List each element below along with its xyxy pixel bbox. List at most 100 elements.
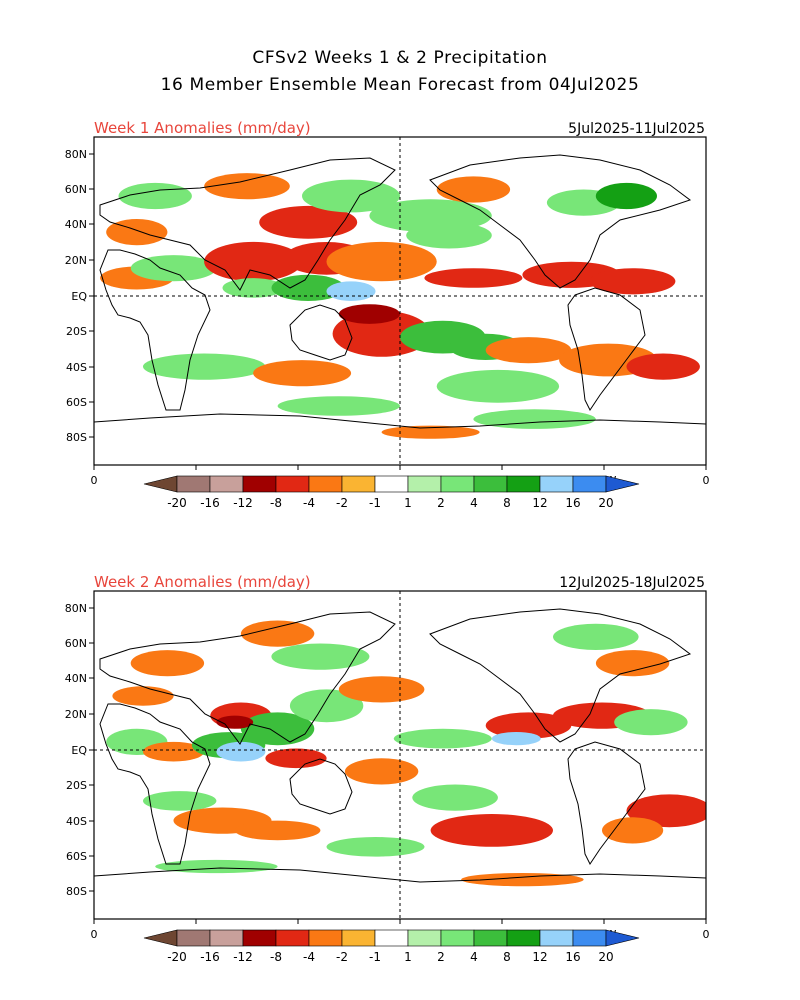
colorbar-label: -1 [369,496,381,510]
lat-tick-label: 20S [66,325,87,338]
colorbar-label: -20 [167,496,187,510]
colorbar-label: -4 [303,950,315,964]
week1-map-panel: Week 1 Anomalies (mm/day) 5Jul2025-11Jul… [65,119,710,510]
colorbar: -20 -16 -12 -8 -4 -2 -1 1 2 4 8 12 16 20 [143,475,640,510]
colorbar-segment [407,475,442,493]
anomaly-region [265,748,327,769]
colorbar-arrow-left [143,475,178,493]
lat-tick-label: 80N [65,148,87,161]
panel-dates: 5Jul2025-11Jul2025 [568,121,705,137]
colorbar-segment [308,929,343,947]
anomaly-region [491,732,541,746]
anomaly-region [326,837,425,857]
anomaly-region [406,222,492,249]
anomaly-region [430,814,553,847]
colorbar-segment [374,929,409,947]
colorbar-segment [506,929,541,947]
anomaly-region [277,396,400,416]
colorbar-label: -2 [336,950,348,964]
colorbar-label: 12 [532,496,547,510]
colorbar-segment [572,475,607,493]
colorbar-segment [176,475,211,493]
anomaly-region [143,741,205,762]
colorbar-label: -4 [303,496,315,510]
lat-tick-label: 40S [66,815,87,828]
lat-tick-label: 60N [65,183,87,196]
colorbar-label: 12 [532,950,547,964]
anomaly-region [326,281,376,301]
anomaly-region [271,643,370,670]
lon-tick-label: 0 [91,928,98,941]
colorbar-label: 8 [503,496,511,510]
colorbar-segment [473,929,508,947]
lat-tick-label: 20S [66,779,87,792]
colorbar-arrow-left [143,929,178,947]
latitude-axis: 80N 60N 40N 20N EQ 20S 40S 60S 80S [65,602,94,898]
panel-label: Week 1 Anomalies (mm/day) [94,119,311,137]
anomaly-region [302,179,400,213]
anomaly-region [259,205,358,239]
colorbar-label: 1 [404,950,412,964]
anomaly-region [344,758,419,785]
colorbar-label: -2 [336,496,348,510]
figure-title-line1: CFSv2 Weeks 1 & 2 Precipitation [252,48,548,68]
coastlines [94,608,706,883]
colorbar-label: 8 [503,950,511,964]
anomaly-region [553,623,639,650]
coast-antarctica [94,413,706,429]
colorbar-segment [275,929,310,947]
colorbar-segment [440,475,475,493]
anomaly-region [118,182,192,210]
anomaly-region [589,268,676,295]
colorbar-segment [374,475,409,493]
coast-north-america [429,154,692,289]
colorbar-segment [539,929,574,947]
anomaly-region [216,741,266,762]
anomaly-region [204,173,290,200]
colorbar-segment [209,929,244,947]
anomaly-region [485,337,572,364]
anomaly-region [595,182,658,210]
anomaly-shading [106,620,706,887]
colorbar-segment [275,475,310,493]
anomaly-region [436,176,511,203]
lat-tick-label: 80N [65,602,87,615]
lat-tick-label: 60S [66,396,87,409]
colorbar-segment [539,475,574,493]
coast-north-america [429,608,692,743]
colorbar-segment [242,929,277,947]
lon-tick-label: 0 [703,928,710,941]
colorbar-label: 2 [437,950,445,964]
anomaly-region [143,353,266,380]
lat-tick-label: 40N [65,672,87,685]
colorbar-segment [176,929,211,947]
latitude-axis: 80N 60N 40N 20N EQ 20S 40S 60S 80S [65,148,94,444]
anomaly-region [326,241,437,282]
colorbar-label: 2 [437,496,445,510]
lat-tick-label: 20N [65,254,87,267]
colorbar-label: -16 [200,950,220,964]
coast-africa-europe [99,703,211,865]
anomaly-region [240,712,315,746]
anomaly-region [602,817,664,844]
anomaly-region [240,620,315,647]
colorbar-label: -16 [200,496,220,510]
anomaly-region [234,820,321,841]
anomaly-region [461,873,584,887]
panel-label: Week 2 Anomalies (mm/day) [94,573,311,591]
lat-tick-label: EQ [71,744,87,757]
colorbar-label: -1 [369,950,381,964]
week2-map-panel: Week 2 Anomalies (mm/day) 12Jul2025-18Ju… [65,573,710,964]
colorbar-segment [209,475,244,493]
lat-tick-label: 40N [65,218,87,231]
lat-tick-label: 20N [65,708,87,721]
panel-dates: 12Jul2025-18Jul2025 [559,575,705,591]
colorbar-arrow-right [605,929,640,947]
colorbar-segment [341,929,376,947]
anomaly-region [626,353,700,380]
colorbar-segment [473,475,508,493]
colorbar-label: -12 [233,950,253,964]
coast-africa-europe [99,249,211,411]
anomaly-region [614,709,688,736]
